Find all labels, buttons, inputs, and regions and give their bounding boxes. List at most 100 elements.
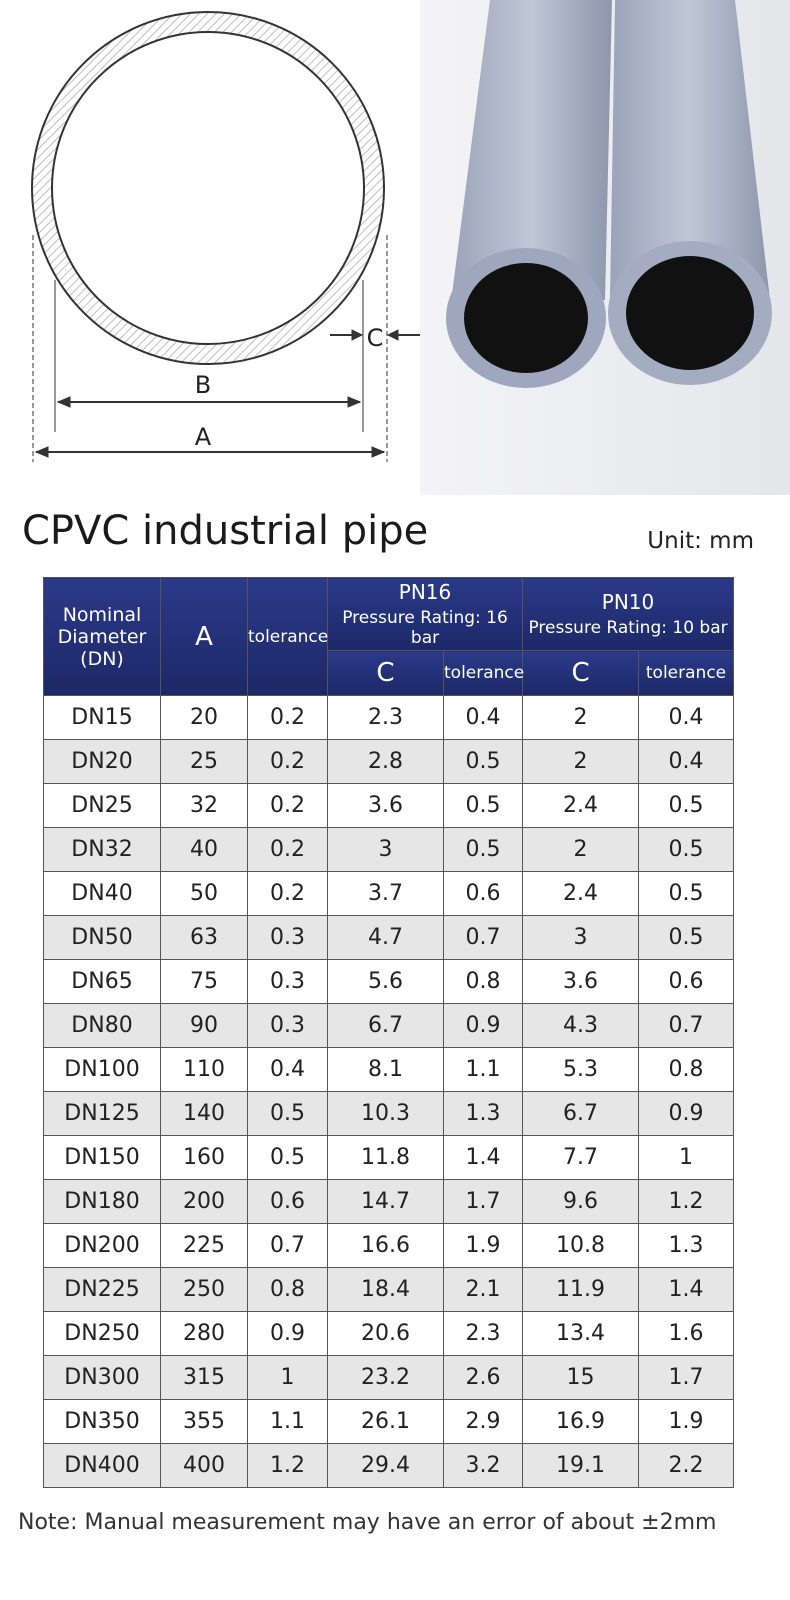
dimension-label: B: [195, 371, 211, 399]
title: CPVC industrial pipe: [22, 508, 429, 554]
table-cell: DN300: [43, 1355, 161, 1400]
table-cell: 0.2: [247, 871, 328, 916]
table-cell: 200: [160, 1179, 248, 1224]
table-cell: 0.9: [638, 1091, 735, 1136]
table-cell: 0.3: [247, 959, 328, 1004]
table-cell: 0.5: [442, 827, 524, 872]
table-cell: 2.4: [522, 783, 640, 828]
table-cell: 1.2: [638, 1179, 735, 1224]
table-cell: 1.3: [638, 1223, 735, 1268]
table-row: DN65 75 0.3 5.6 0.8 3.6 0.6: [43, 959, 735, 1004]
table-cell: 225: [160, 1223, 248, 1268]
table-cell: 0.7: [247, 1223, 328, 1268]
table-cell: DN350: [43, 1399, 161, 1444]
table-cell: 0.7: [638, 1003, 735, 1048]
table-cell: 18.4: [327, 1267, 444, 1312]
table-row: DN100 110 0.4 8.1 1.1 5.3 0.8: [43, 1047, 735, 1092]
table-cell: 2.3: [442, 1311, 524, 1356]
table-cell: 11.9: [522, 1267, 640, 1312]
table-cell: 75: [160, 959, 248, 1004]
cross-section-diagram: [31, 11, 420, 462]
table-cell: 0.7: [442, 915, 524, 960]
table-cell: 14.7: [327, 1179, 444, 1224]
table-cell: 0.2: [247, 827, 328, 872]
table-cell: 1.1: [442, 1047, 524, 1092]
table-cell: DN200: [43, 1223, 161, 1268]
table-row: DN20 25 0.2 2.8 0.5 2 0.4: [43, 739, 735, 784]
table-cell: 7.7: [522, 1135, 640, 1180]
table-cell: 3.6: [522, 959, 640, 1004]
table-cell: 40: [160, 827, 248, 872]
table-cell: 0.2: [247, 783, 328, 828]
table-cell: 0.8: [442, 959, 524, 1004]
table-row: DN80 90 0.3 6.7 0.9 4.3 0.7: [43, 1003, 735, 1048]
table-cell: 0.2: [247, 739, 328, 784]
table-cell: 0.5: [442, 739, 524, 784]
table-cell: DN50: [43, 915, 161, 960]
table-row: DN300 315 1 23.2 2.6 15 1.7: [43, 1355, 735, 1400]
table-cell: DN225: [43, 1267, 161, 1312]
table-cell: 0.3: [247, 915, 328, 960]
table-cell: 29.4: [327, 1443, 444, 1488]
note: Note: Manual measurement may have an err…: [18, 1510, 717, 1535]
group-name: PN10: [601, 590, 655, 614]
table-cell: DN80: [43, 1003, 161, 1048]
table-cell: 9.6: [522, 1179, 640, 1224]
table-cell: 5.6: [327, 959, 444, 1004]
product-image: C B A: [0, 0, 790, 495]
table-cell: 140: [160, 1091, 248, 1136]
table-cell: 400: [160, 1443, 248, 1488]
table-cell: 4.7: [327, 915, 444, 960]
table-row: DN32 40 0.2 3 0.5 2 0.5: [43, 827, 735, 872]
table-cell: 1.2: [247, 1443, 328, 1488]
table-cell: 0.8: [247, 1267, 328, 1312]
table-cell: 160: [160, 1135, 248, 1180]
table-cell: 280: [160, 1311, 248, 1356]
table-cell: 4.3: [522, 1003, 640, 1048]
table-cell: 0.6: [638, 959, 735, 1004]
table-cell: DN150: [43, 1135, 161, 1180]
table-cell: 20: [160, 695, 248, 740]
table-cell: 90: [160, 1003, 248, 1048]
table-row: DN225 250 0.8 18.4 2.1 11.9 1.4: [43, 1267, 735, 1312]
table-cell: 0.5: [638, 915, 735, 960]
table-cell: 3.2: [442, 1443, 524, 1488]
table-cell: DN40: [43, 871, 161, 916]
table-row: DN250 280 0.9 20.6 2.3 13.4 1.6: [43, 1311, 735, 1356]
table-cell: 8.1: [327, 1047, 444, 1092]
table-cell: 3: [327, 827, 444, 872]
table-cell: 0.4: [442, 695, 524, 740]
table-cell: 2: [522, 739, 640, 784]
table-cell: 32: [160, 783, 248, 828]
table-cell: 50: [160, 871, 248, 916]
table-cell: 1.3: [442, 1091, 524, 1136]
header-cell: tolerance: [442, 650, 524, 696]
table-cell: 2.8: [327, 739, 444, 784]
table-row: DN50 63 0.3 4.7 0.7 3 0.5: [43, 915, 735, 960]
table-row: DN350 355 1.1 26.1 2.9 16.9 1.9: [43, 1399, 735, 1444]
header-group: PN16 Pressure Rating: 16 bar: [326, 577, 524, 651]
table-cell: 250: [160, 1267, 248, 1312]
table-body: DN15 20 0.2 2.3 0.4 2 0.4 DN20 25 0.2 2.8 0.5 2 0.4 DN…: [43, 695, 735, 1488]
table-row: DN25 32 0.2 3.6 0.5 2.4 0.5: [43, 783, 735, 828]
table-cell: 3.6: [327, 783, 444, 828]
table-cell: 0.5: [247, 1091, 328, 1136]
table-cell: 0.6: [247, 1179, 328, 1224]
table-cell: 3: [522, 915, 640, 960]
table-cell: 20.6: [327, 1311, 444, 1356]
table-cell: 1.7: [638, 1355, 735, 1400]
table-cell: DN250: [43, 1311, 161, 1356]
table-cell: 0.5: [638, 871, 735, 916]
table-cell: 0.3: [247, 1003, 328, 1048]
table-cell: 0.6: [442, 871, 524, 916]
table-cell: DN65: [43, 959, 161, 1004]
table-cell: 11.8: [327, 1135, 444, 1180]
table-cell: 63: [160, 915, 248, 960]
table-cell: 6.7: [327, 1003, 444, 1048]
table-cell: 0.4: [638, 739, 735, 784]
table-cell: 2.3: [327, 695, 444, 740]
table-cell: DN20: [43, 739, 161, 784]
header-cell: C: [327, 650, 444, 696]
table-cell: 0.4: [247, 1047, 328, 1092]
dimension-label: A: [195, 423, 212, 451]
